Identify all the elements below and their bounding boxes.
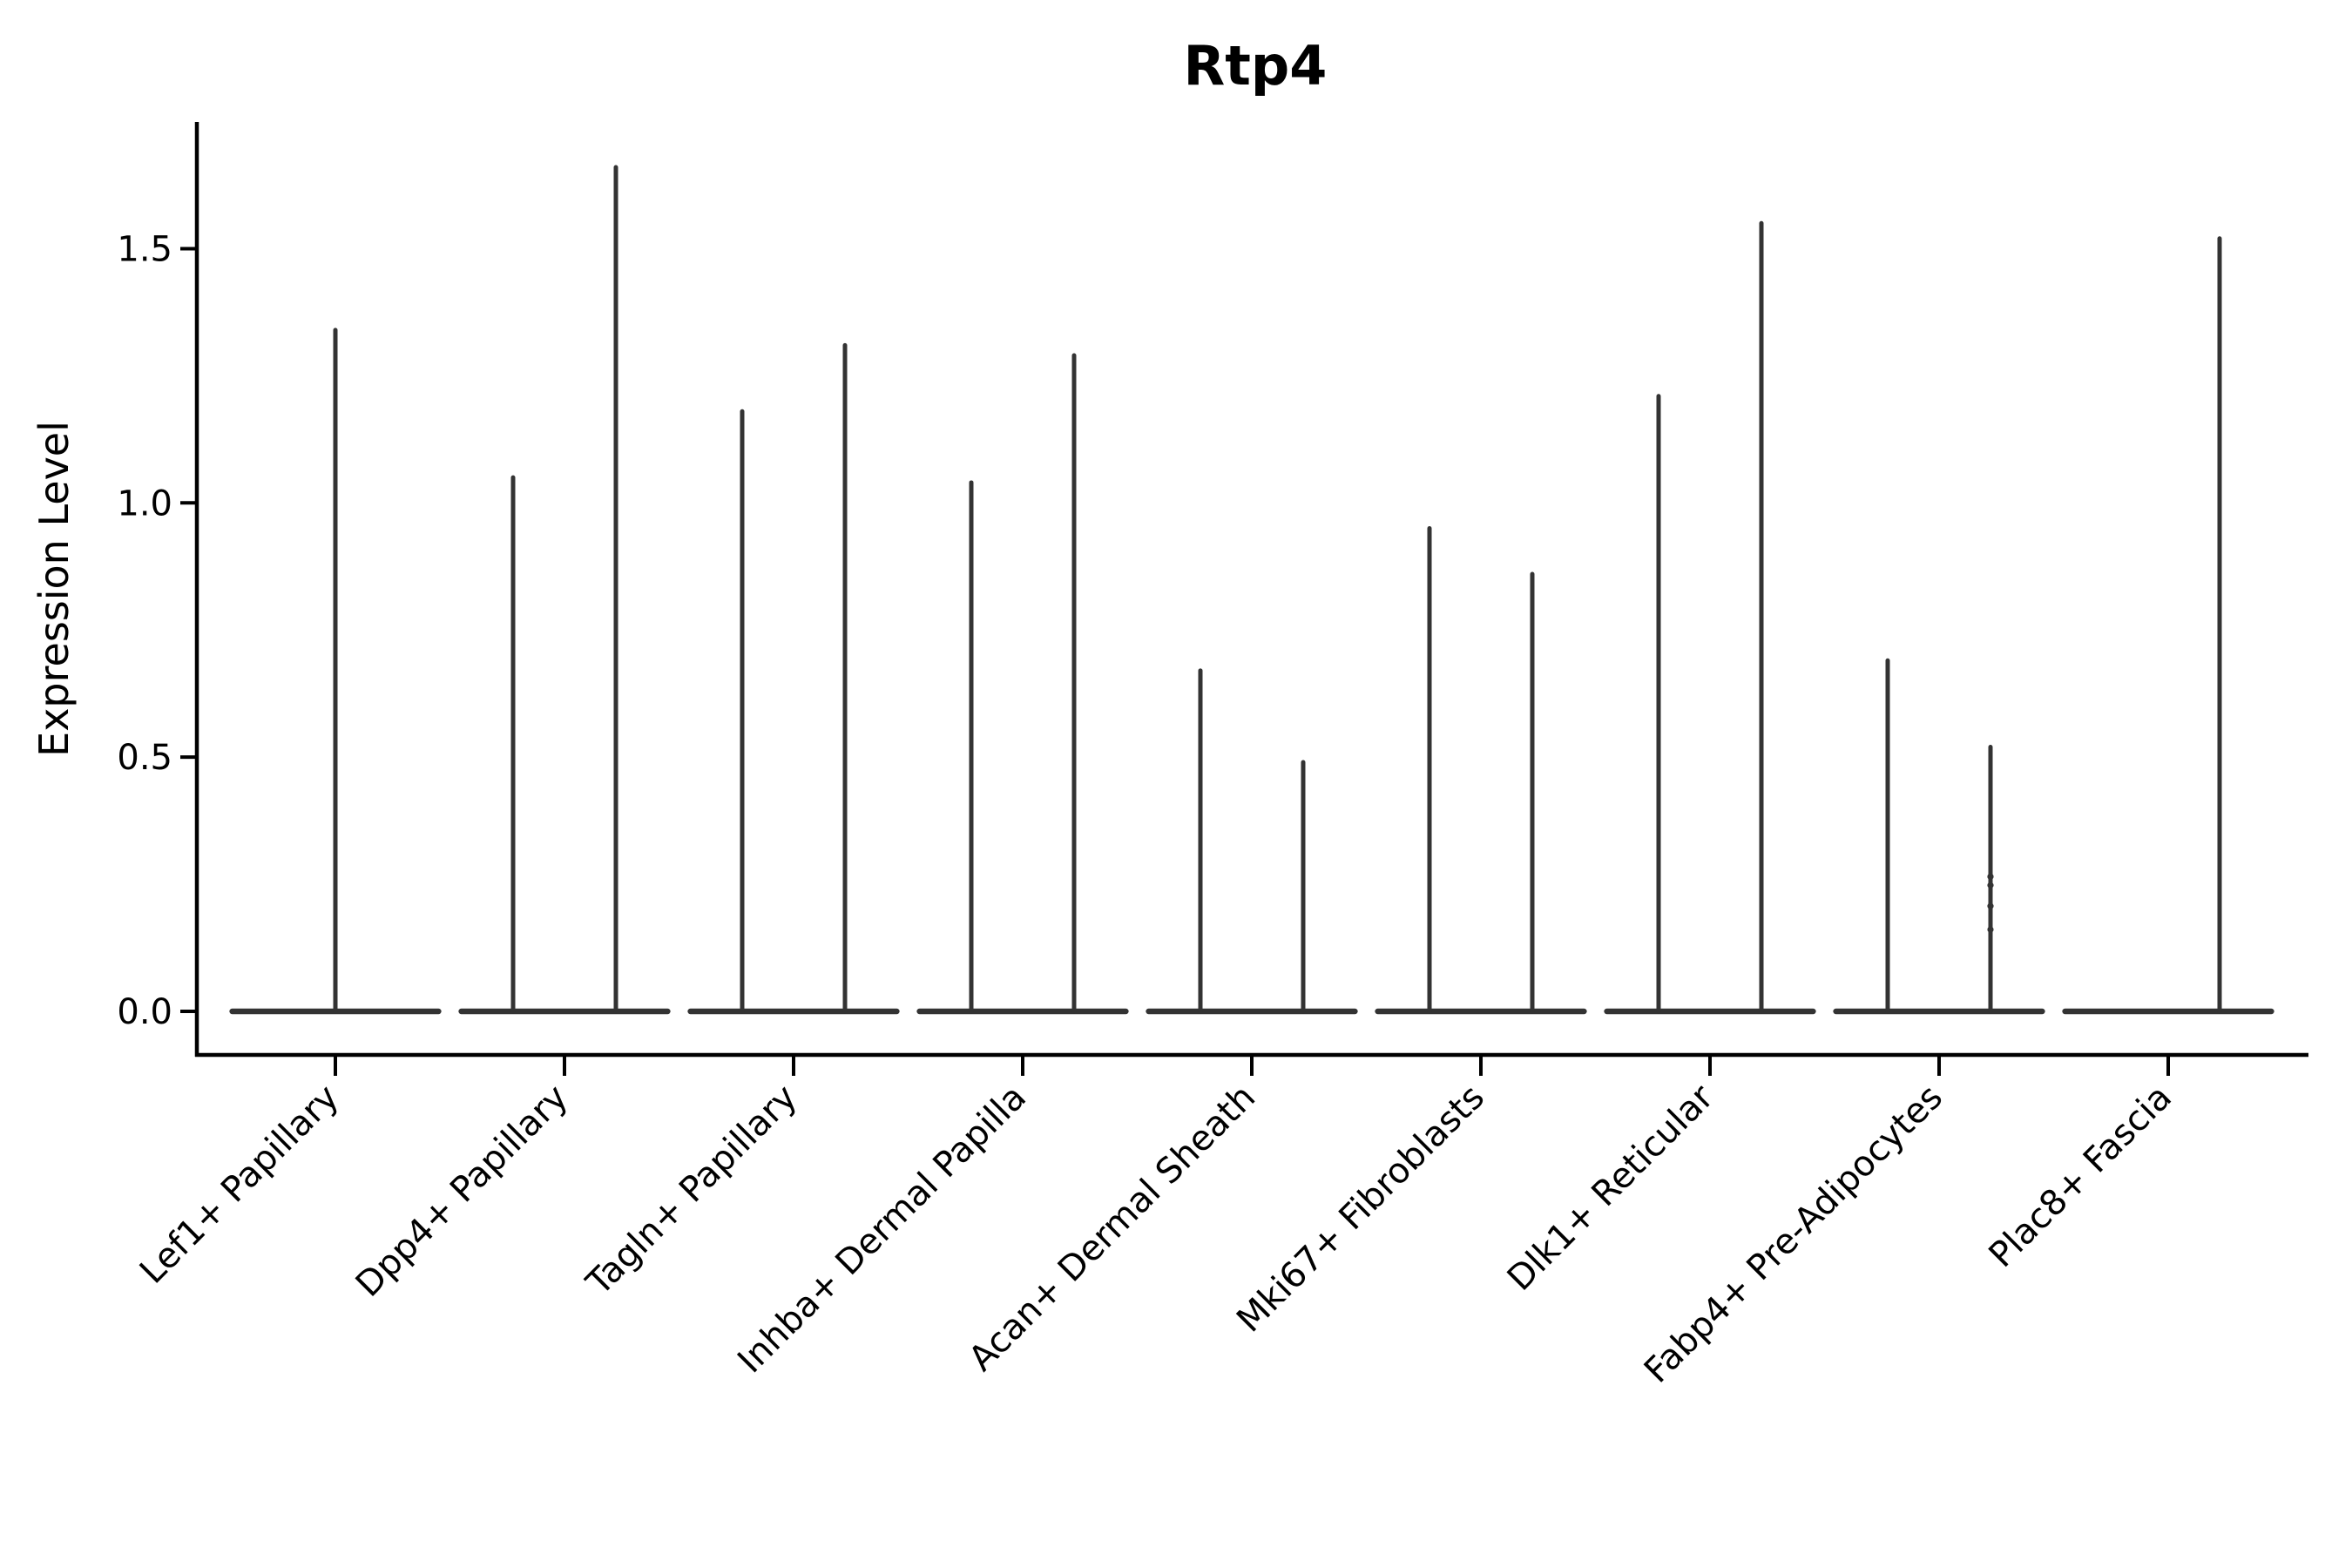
x-tick-label: Dpp4+ Papillary [348,1078,576,1305]
x-tick-label: Tagln+ Papillary [578,1078,805,1304]
x-tick-label: Lef1+ Papillary [132,1078,347,1292]
y-tick-label: 1.5 [117,229,172,269]
y-tick-label: 1.0 [117,483,172,524]
jitter-point [1987,882,1994,889]
x-tick-label: Mki67+ Fibroblasts [1229,1078,1492,1341]
y-tick-label: 0.0 [117,992,172,1032]
y-axis-label: Expression Level [30,421,78,757]
x-tick-label: Plac8+ Fascia [1982,1078,2180,1276]
jitter-point [1987,902,1994,909]
jitter-point [1987,873,1994,880]
chart-title: Rtp4 [1184,34,1328,98]
x-tick-label: Dlk1+ Reticular [1500,1077,1722,1299]
y-tick-label: 0.5 [117,738,172,778]
jitter-point [1987,926,1994,933]
